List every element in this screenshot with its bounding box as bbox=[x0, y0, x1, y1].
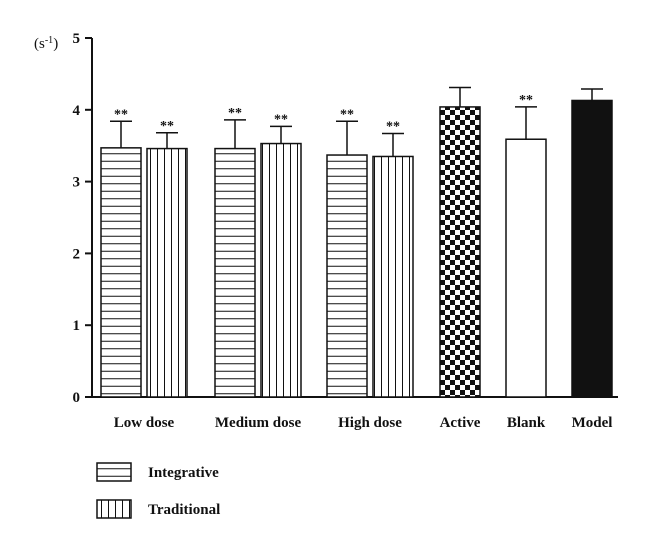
legend-swatch bbox=[96, 499, 132, 519]
category-label: High dose bbox=[338, 415, 402, 431]
bar bbox=[505, 138, 547, 398]
significance-label: ** bbox=[228, 106, 242, 121]
significance-label: ** bbox=[274, 112, 288, 127]
significance-label: ** bbox=[340, 107, 354, 122]
significance-label: ** bbox=[519, 93, 533, 108]
category-label: Blank bbox=[507, 415, 546, 431]
bar bbox=[326, 154, 368, 398]
legend-swatch bbox=[96, 462, 132, 482]
category-label: Low dose bbox=[114, 415, 175, 431]
significance-label: ** bbox=[386, 119, 400, 134]
bar bbox=[372, 155, 414, 398]
bar-group: ** bbox=[146, 119, 188, 398]
legend-item: Integrative bbox=[96, 462, 219, 482]
bar bbox=[260, 142, 302, 398]
y-tick-label: 1 bbox=[73, 318, 81, 334]
significance-label: ** bbox=[160, 119, 174, 134]
category-label: Medium dose bbox=[215, 415, 302, 431]
bar bbox=[146, 147, 188, 398]
bar-group: ** bbox=[326, 107, 368, 398]
significance-label: ** bbox=[114, 107, 128, 122]
bar-group: ** bbox=[100, 107, 142, 398]
y-tick-label: 0 bbox=[73, 390, 81, 406]
y-tick-label: 5 bbox=[73, 31, 81, 47]
bar bbox=[439, 106, 481, 398]
y-tick-label: 4 bbox=[73, 103, 81, 119]
y-axis-unit-label: (s-1) bbox=[34, 35, 58, 53]
y-tick-label: 3 bbox=[73, 175, 81, 191]
y-tick-label: 2 bbox=[73, 246, 81, 262]
legend: Integrative Traditional bbox=[96, 462, 220, 519]
bar-group: ** bbox=[372, 119, 414, 398]
legend-label: Traditional bbox=[148, 502, 220, 518]
category-labels: Low dose Medium dose High dose Active Blank M… bbox=[114, 415, 613, 431]
bar bbox=[214, 147, 256, 398]
y-axis: 0 1 2 3 4 5 bbox=[73, 31, 93, 406]
bars-group: ** ** ** ** ** ** ** bbox=[100, 86, 613, 398]
category-label: Active bbox=[440, 415, 481, 431]
bar bbox=[571, 99, 613, 398]
bar-group bbox=[439, 86, 481, 398]
bar bbox=[100, 147, 142, 398]
legend-label: Integrative bbox=[148, 465, 219, 481]
bar-group: ** bbox=[260, 112, 302, 398]
category-label: Model bbox=[572, 415, 613, 431]
bar-group: ** bbox=[505, 93, 547, 398]
bar-group bbox=[571, 88, 613, 398]
legend-item: Traditional bbox=[96, 499, 220, 519]
bar-group: ** bbox=[214, 106, 256, 398]
